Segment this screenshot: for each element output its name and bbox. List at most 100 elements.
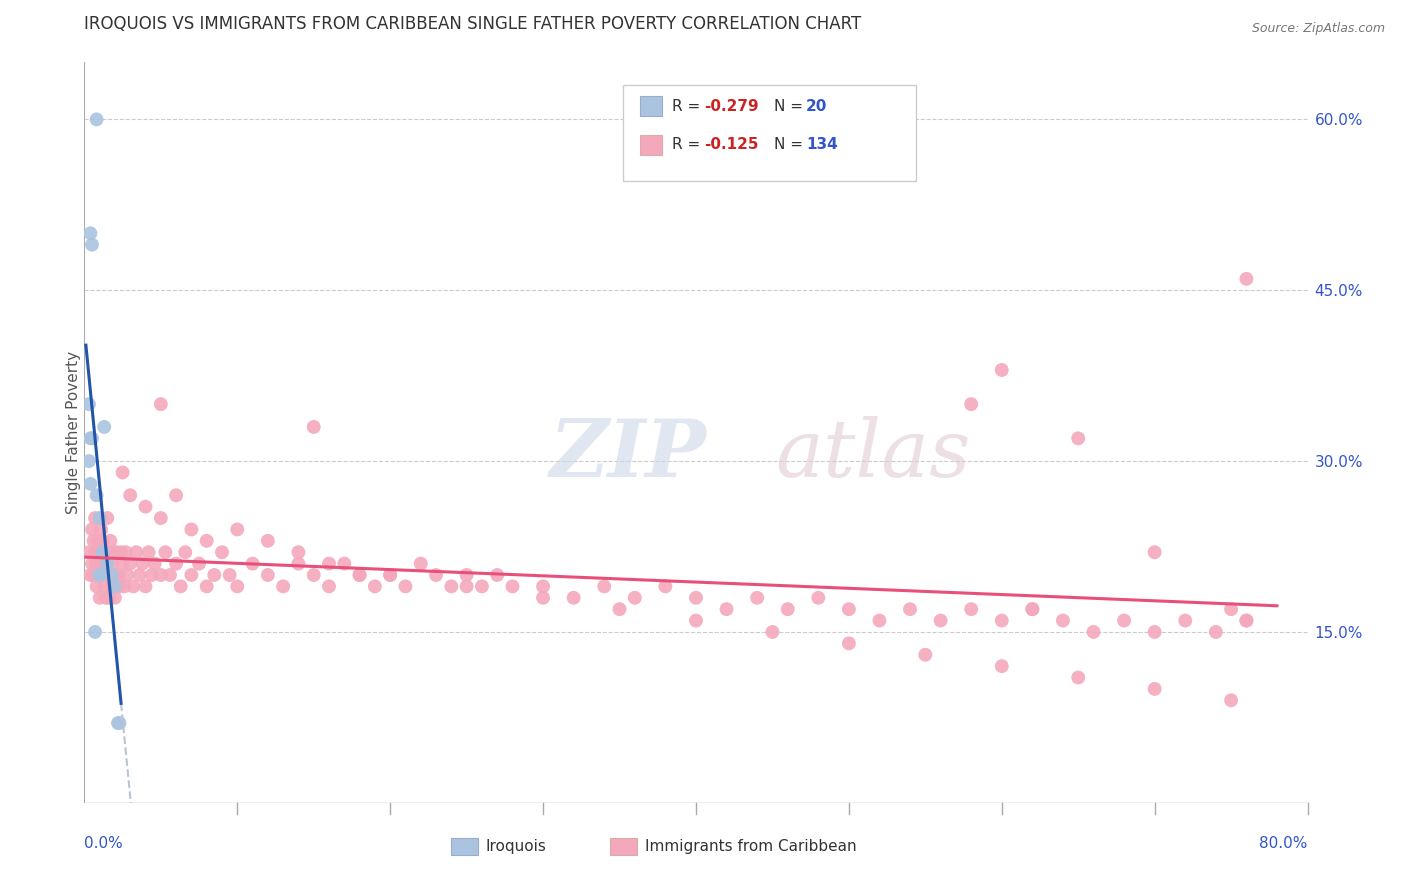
Point bbox=[120, 557, 142, 571]
Text: 20: 20 bbox=[806, 99, 828, 114]
Point bbox=[1143, 545, 1166, 559]
Bar bbox=[610, 838, 637, 855]
Point bbox=[131, 557, 153, 571]
Point bbox=[838, 602, 860, 616]
Point bbox=[195, 533, 218, 548]
Point bbox=[97, 568, 120, 582]
Point bbox=[104, 591, 127, 605]
Point bbox=[471, 579, 494, 593]
Point bbox=[991, 614, 1014, 628]
Point bbox=[960, 397, 983, 411]
FancyBboxPatch shape bbox=[623, 85, 917, 181]
Point bbox=[202, 568, 225, 582]
Y-axis label: Single Father Poverty: Single Father Poverty bbox=[66, 351, 80, 514]
Point bbox=[776, 602, 799, 616]
Point bbox=[440, 579, 463, 593]
Point bbox=[1143, 681, 1166, 696]
Point bbox=[90, 557, 112, 571]
Point bbox=[125, 545, 148, 559]
Point bbox=[1143, 624, 1166, 639]
Point bbox=[83, 568, 105, 582]
Point bbox=[747, 591, 769, 605]
Point bbox=[108, 716, 131, 731]
Text: 134: 134 bbox=[806, 137, 838, 153]
Point bbox=[101, 579, 124, 593]
Point bbox=[96, 557, 118, 571]
Text: ZIP: ZIP bbox=[550, 416, 706, 493]
Point bbox=[1174, 614, 1197, 628]
Point bbox=[716, 602, 738, 616]
Point bbox=[101, 557, 124, 571]
Text: -0.125: -0.125 bbox=[704, 137, 759, 153]
Point bbox=[960, 602, 983, 616]
Point bbox=[624, 591, 647, 605]
Point bbox=[349, 568, 371, 582]
Point bbox=[138, 545, 160, 559]
Point bbox=[80, 523, 103, 537]
Point bbox=[120, 488, 142, 502]
Point bbox=[79, 568, 101, 582]
Point bbox=[93, 420, 115, 434]
Point bbox=[87, 533, 110, 548]
Point bbox=[807, 591, 830, 605]
Point bbox=[456, 579, 478, 593]
Point bbox=[1083, 624, 1105, 639]
Point bbox=[685, 591, 707, 605]
Point bbox=[91, 545, 114, 559]
Point bbox=[486, 568, 509, 582]
Point bbox=[90, 523, 112, 537]
Text: N =: N = bbox=[775, 137, 808, 153]
Point bbox=[1220, 693, 1243, 707]
Text: 0.0%: 0.0% bbox=[84, 836, 124, 851]
Point bbox=[287, 557, 309, 571]
Point bbox=[135, 500, 157, 514]
Point bbox=[502, 579, 524, 593]
Point bbox=[112, 579, 135, 593]
Point bbox=[218, 568, 240, 582]
Point bbox=[97, 591, 120, 605]
Point bbox=[257, 533, 280, 548]
Point bbox=[1021, 602, 1043, 616]
Point bbox=[80, 557, 103, 571]
Point bbox=[149, 568, 172, 582]
Point bbox=[318, 557, 340, 571]
Point bbox=[84, 545, 107, 559]
Point bbox=[180, 523, 202, 537]
Text: R =: R = bbox=[672, 99, 704, 114]
Point bbox=[562, 591, 585, 605]
Point bbox=[149, 511, 172, 525]
Point bbox=[456, 568, 478, 582]
Point bbox=[380, 568, 402, 582]
Point bbox=[79, 431, 101, 445]
Point bbox=[159, 568, 181, 582]
Point bbox=[101, 568, 124, 582]
Point bbox=[364, 579, 387, 593]
Point bbox=[1021, 602, 1043, 616]
Point bbox=[86, 579, 108, 593]
Point bbox=[94, 591, 117, 605]
Point bbox=[170, 579, 193, 593]
Point bbox=[89, 545, 111, 559]
Point bbox=[108, 579, 131, 593]
Bar bbox=[640, 96, 662, 117]
Point bbox=[143, 557, 166, 571]
Text: R =: R = bbox=[672, 137, 704, 153]
Point bbox=[89, 568, 111, 582]
Point bbox=[77, 397, 100, 411]
Text: Source: ZipAtlas.com: Source: ZipAtlas.com bbox=[1251, 22, 1385, 36]
Text: 80.0%: 80.0% bbox=[1260, 836, 1308, 851]
Point bbox=[195, 579, 218, 593]
Text: atlas: atlas bbox=[776, 416, 972, 493]
Point bbox=[838, 636, 860, 650]
Point bbox=[91, 533, 114, 548]
Point bbox=[135, 579, 157, 593]
Point bbox=[103, 545, 125, 559]
Point bbox=[105, 545, 128, 559]
Point bbox=[1052, 614, 1074, 628]
Point bbox=[86, 112, 108, 127]
Point bbox=[93, 579, 115, 593]
Point bbox=[155, 545, 177, 559]
Point bbox=[409, 557, 432, 571]
Point bbox=[77, 454, 100, 468]
Point bbox=[1067, 431, 1090, 445]
